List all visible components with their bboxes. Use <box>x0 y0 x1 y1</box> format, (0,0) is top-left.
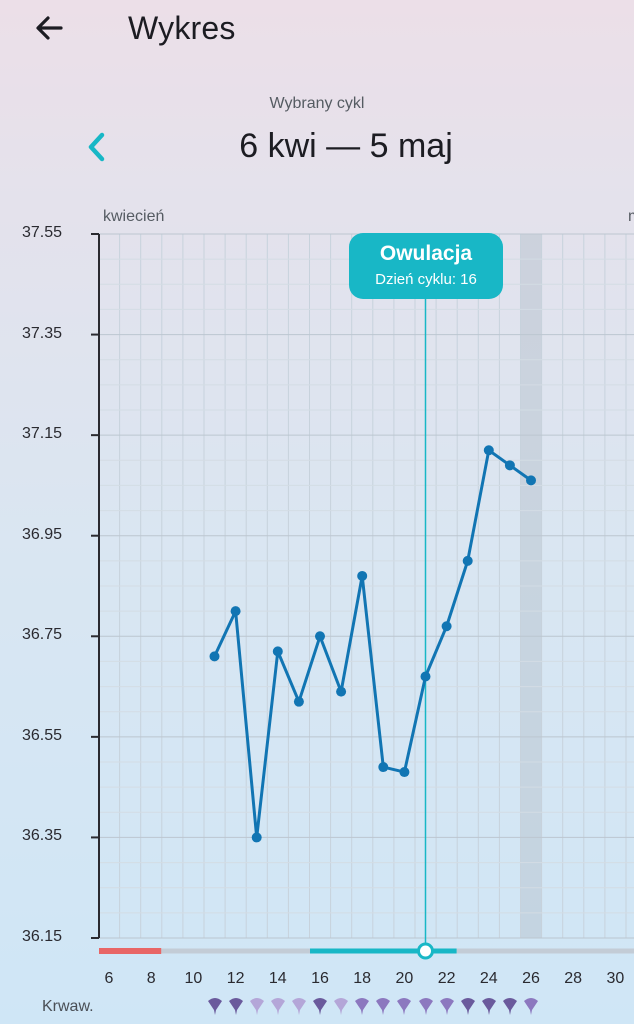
temperature-point <box>504 460 515 471</box>
bleeding-drop-light-icon <box>291 996 307 1016</box>
y-tick-label: 36.75 <box>21 626 62 644</box>
temperature-line <box>213 448 532 839</box>
temperature-point <box>526 475 536 486</box>
x-tick-label: 8 <box>146 970 156 987</box>
ovulation-marker[interactable]: Owulacja Dzień cyklu: 16 <box>349 233 503 299</box>
month-label-april: kwiecień <box>103 208 165 225</box>
x-tick-label: 14 <box>268 970 287 987</box>
temperature-point <box>315 631 325 642</box>
x-tick-label: 22 <box>437 970 456 987</box>
temperature-point <box>399 767 410 778</box>
x-tick-label: 6 <box>104 970 114 987</box>
bleeding-drop-dark-icon <box>207 996 223 1016</box>
bleeding-drop-light-icon <box>249 996 265 1016</box>
temperature-point <box>209 651 220 662</box>
chevron-left-icon <box>88 132 105 162</box>
temperature-point <box>336 686 347 697</box>
y-tick-label: 37.35 <box>21 324 62 342</box>
temperature-point <box>483 445 494 456</box>
ovulation-cycle-day: Dzień cyklu: 16 <box>375 271 477 288</box>
temperature-point <box>357 570 368 581</box>
temperature-point <box>462 555 473 566</box>
x-tick-label: 18 <box>353 970 372 987</box>
y-tick-label: 36.35 <box>21 827 62 845</box>
page-title: Wykres <box>128 10 236 46</box>
arrow-left-icon <box>36 16 63 40</box>
bleeding-drop-dark-icon <box>312 996 328 1016</box>
previous-cycle-button[interactable] <box>80 126 114 168</box>
month-label-next: m <box>628 208 634 226</box>
x-tick-label: 30 <box>606 970 625 987</box>
ovulation-day-marker <box>417 942 434 960</box>
y-tick-label: 36.15 <box>21 928 62 945</box>
x-tick-label: 26 <box>522 970 540 987</box>
app-bar: Wykres <box>0 0 634 64</box>
temperature-point <box>272 646 283 657</box>
x-tick-label: 28 <box>564 970 583 987</box>
x-tick-label: 16 <box>311 970 329 987</box>
bleeding-drop-mid-icon <box>439 996 455 1016</box>
temperature-point <box>420 671 431 682</box>
temperature-point <box>378 762 389 773</box>
temperature-point <box>230 606 241 617</box>
temperature-point <box>251 832 262 843</box>
bleeding-drop-dark-icon <box>481 996 497 1016</box>
bleeding-drop-mid-icon <box>354 996 370 1016</box>
x-tick-label: 24 <box>479 970 498 987</box>
bleeding-legend-label: Krwaw. <box>42 998 94 1015</box>
y-tick-label: 37.55 <box>21 224 62 241</box>
bleeding-drop-mid-icon <box>396 996 412 1016</box>
x-tick-label: 20 <box>395 970 414 987</box>
bleeding-drop-mid-icon <box>418 996 434 1016</box>
bleeding-drop-dark-icon <box>502 996 518 1016</box>
bleeding-drop-dark-icon <box>228 996 244 1016</box>
bleeding-drop-dark-icon <box>460 996 476 1016</box>
bleeding-drop-light-icon <box>270 996 286 1016</box>
bleeding-drop-mid-icon <box>375 996 391 1016</box>
temperature-point <box>441 621 452 632</box>
y-tick-label: 36.95 <box>21 525 62 543</box>
ovulation-title: Owulacja <box>379 242 473 265</box>
x-tick-label: 10 <box>184 970 203 987</box>
cycle-caption: Wybrany cykl <box>269 95 365 112</box>
y-tick-label: 36.55 <box>21 726 62 744</box>
y-tick-label: 37.15 <box>21 425 62 443</box>
bleeding-drop-mid-icon <box>523 996 539 1016</box>
cycle-range: 6 kwi — 5 maj <box>239 127 453 165</box>
bleeding-drop-light-icon <box>333 996 349 1016</box>
temperature-point <box>293 696 304 707</box>
back-button[interactable] <box>30 8 70 48</box>
x-tick-label: 12 <box>226 970 245 987</box>
